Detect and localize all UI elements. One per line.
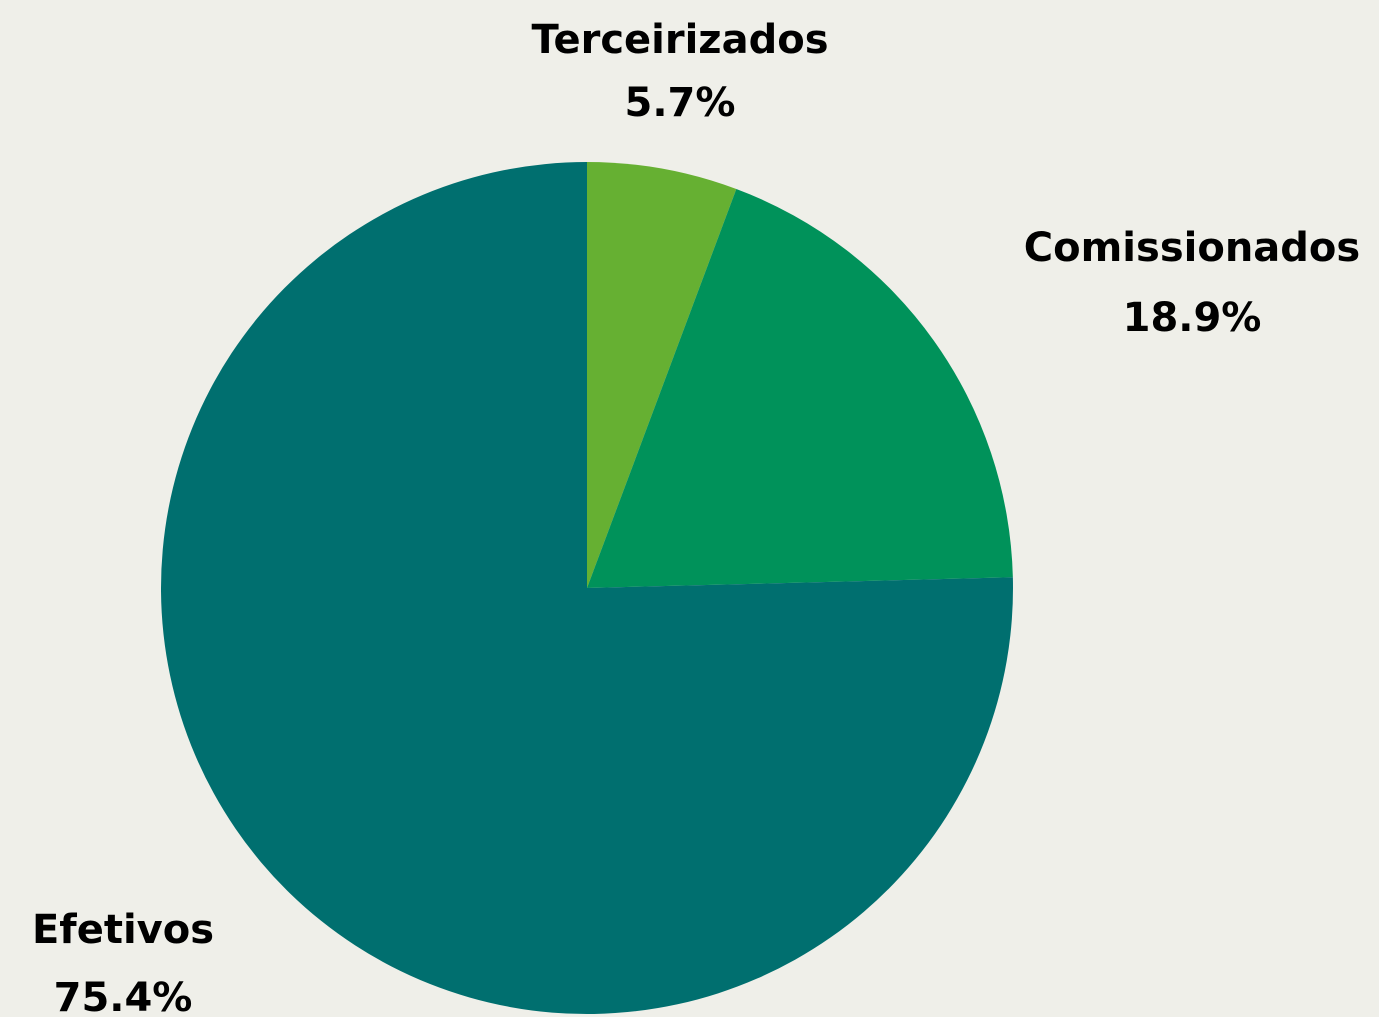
pie-slice <box>587 162 737 588</box>
pie-slice <box>587 189 1013 588</box>
slice-value-label: 18.9% <box>1123 295 1262 341</box>
slice-value-label: 75.4% <box>54 975 193 1017</box>
slice-value-label: 5.7% <box>625 80 736 126</box>
slice-label: Efetivos <box>32 907 214 953</box>
slice-label: Terceirizados <box>531 17 828 63</box>
slice-label: Comissionados <box>1024 225 1360 271</box>
pie-slice <box>161 162 1014 1014</box>
